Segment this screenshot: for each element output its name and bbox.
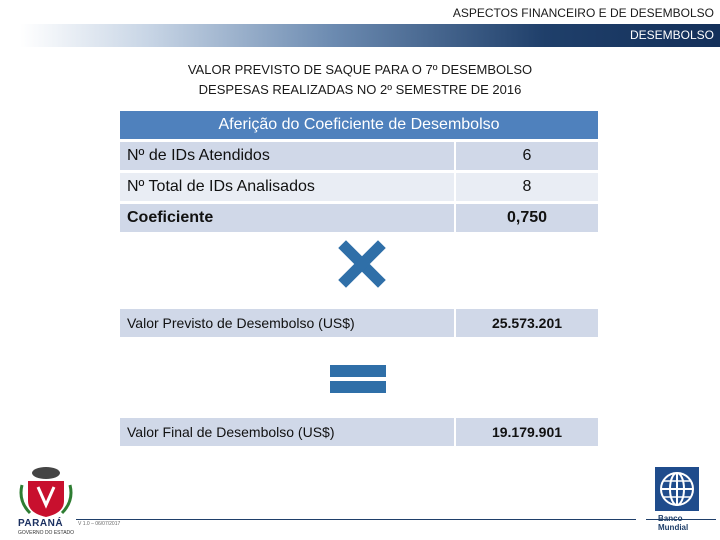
row-label: Coeficiente (120, 204, 454, 232)
previsto-row: Valor Previsto de Desembolso (US$) 25.57… (120, 309, 598, 337)
multiply-icon (338, 240, 386, 288)
heading-line-1: VALOR PREVISTO DE SAQUE PARA O 7º DESEMB… (187, 62, 533, 77)
table-header: Aferição do Coeficiente de Desembolso (120, 111, 598, 139)
final-value: 19.179.901 (456, 418, 598, 446)
world-bank-label: Banco Mundial (658, 514, 688, 532)
row-value: 6 (456, 142, 598, 170)
row-value: 8 (456, 173, 598, 201)
world-bank-label-line2: Mundial (658, 523, 689, 532)
row-label: Nº Total de IDs Analisados (120, 173, 454, 201)
heading-line-2: DESPESAS REALIZADAS NO 2º SEMESTRE DE 20… (198, 82, 522, 97)
table-row: Nº de IDs Atendidos 6 (120, 142, 598, 170)
equals-icon-top-bar (330, 365, 386, 377)
row-label: Nº de IDs Atendidos (120, 142, 454, 170)
equals-icon-bottom-bar (330, 381, 386, 393)
final-row: Valor Final de Desembolso (US$) 19.179.9… (120, 418, 598, 446)
previsto-label: Valor Previsto de Desembolso (US$) (120, 309, 454, 337)
footer-divider (76, 519, 636, 520)
parana-label: PARANÁ (18, 518, 64, 529)
footer-divider-right (646, 519, 716, 520)
table-row: Coeficiente 0,750 (120, 204, 598, 232)
row-value: 0,750 (456, 204, 598, 232)
previsto-value: 25.573.201 (456, 309, 598, 337)
slide-title: ASPECTOS FINANCEIRO E DE DESEMBOLSO (452, 6, 714, 20)
version-label: V 1.0 – 06/07/2017 (78, 521, 121, 527)
table-row: Nº Total de IDs Analisados 8 (120, 173, 598, 201)
parana-sub-label: GOVERNO DO ESTADO (18, 530, 75, 536)
header-band (20, 24, 720, 47)
world-bank-label-line1: Banco (658, 514, 683, 523)
world-bank-globe-icon (655, 467, 699, 511)
final-label: Valor Final de Desembolso (US$) (120, 418, 454, 446)
header-band-label: DESEMBOLSO (629, 28, 714, 42)
parana-coat-of-arms-icon (19, 467, 73, 517)
